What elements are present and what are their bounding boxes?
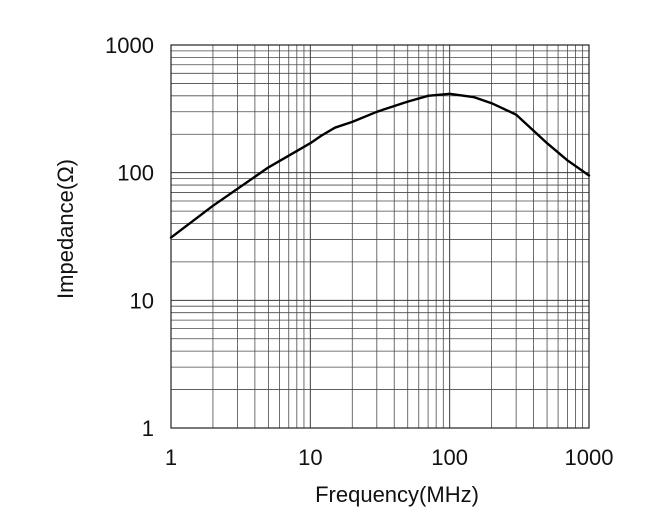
plot-frame <box>170 44 590 429</box>
grid <box>170 45 589 429</box>
x-tick-label: 1 <box>165 445 177 470</box>
y-tick-label: 1 <box>142 416 154 441</box>
x-tick-label: 1000 <box>565 445 614 470</box>
y-tick-label: 100 <box>117 161 154 186</box>
x-tick-labels: 1 10 100 1000 <box>165 445 614 470</box>
y-tick-labels: 1 10 100 1000 <box>105 33 154 441</box>
x-axis-title: Frequency(MHz) <box>315 482 479 507</box>
y-tick-label: 10 <box>130 288 154 313</box>
y-tick-label: 1000 <box>105 33 154 58</box>
x-tick-label: 100 <box>431 445 468 470</box>
x-tick-label: 10 <box>298 445 322 470</box>
impedance-curve <box>169 92 591 239</box>
y-axis-title: Impedance(Ω) <box>53 159 78 299</box>
